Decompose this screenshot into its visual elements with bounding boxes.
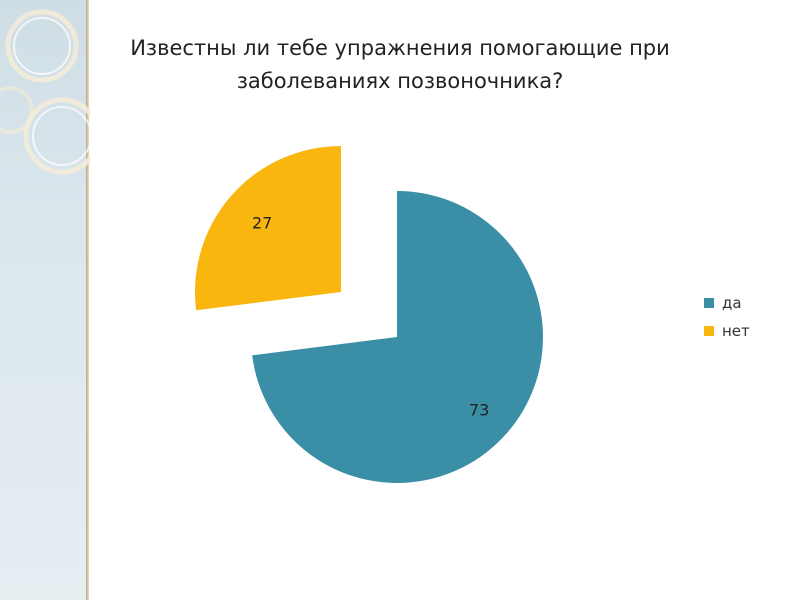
legend-item-net: нет: [704, 317, 750, 345]
sidebar-edge: [86, 0, 89, 600]
chart-title-line-1: Известны ли тебе упражнения помогающие п…: [130, 36, 670, 60]
legend-item-da: да: [704, 289, 750, 317]
legend-label-net: нет: [722, 322, 750, 340]
legend-swatch-net: [704, 326, 714, 336]
decorative-rings: [0, 9, 90, 175]
legend-swatch-da: [704, 298, 714, 308]
chart-title: Известны ли тебе упражнения помогающие п…: [110, 32, 690, 98]
legend-label-da: да: [722, 294, 742, 312]
pie-label-da: 73: [469, 400, 489, 419]
pie-slice-net: [195, 146, 341, 311]
chart-title-line-2: заболеваниях позвоночника?: [236, 69, 564, 93]
pie-label-net: 27: [252, 213, 272, 232]
chart-legend: да нет: [704, 289, 750, 345]
pie-slice-da: [252, 191, 544, 483]
